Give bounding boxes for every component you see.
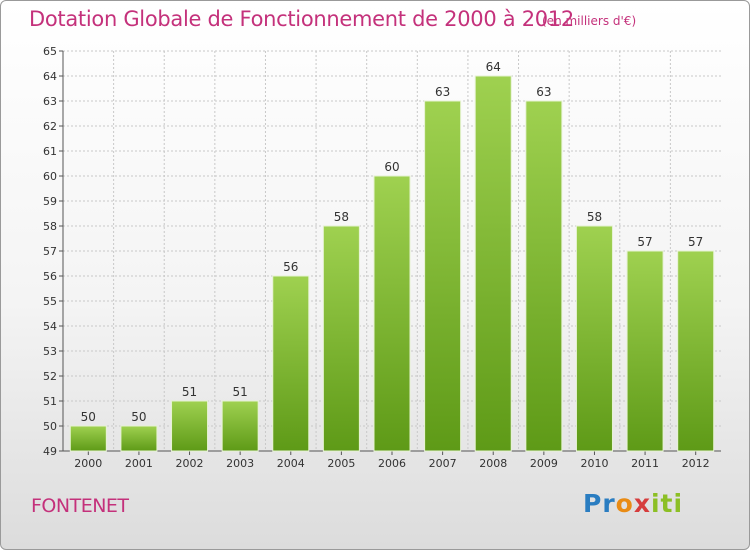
x-tick-label-2006: 2006: [378, 457, 406, 470]
y-tick-label: 57: [43, 245, 57, 258]
bar-2004: [272, 275, 310, 452]
x-tick-label-2012: 2012: [682, 457, 710, 470]
bar-2011: [626, 250, 664, 452]
y-tick-label: 53: [43, 345, 57, 358]
value-label-2010: 58: [587, 210, 602, 224]
bar-2009: [525, 100, 563, 452]
value-label-2009: 63: [536, 85, 551, 99]
bar-2010: [575, 225, 613, 452]
proxiti-logo[interactable]: Proxiti: [583, 489, 684, 518]
y-tick-label: 60: [43, 170, 57, 183]
unit-note: (en milliers d'€): [542, 14, 637, 28]
value-label-2011: 57: [637, 235, 652, 249]
y-tick-label: 54: [43, 320, 57, 333]
x-tick-label-2003: 2003: [226, 457, 254, 470]
y-tick-label: 56: [43, 270, 57, 283]
labels: 49 50 51 52 53 54 55 56 57 58 59 60 61 62 63 64 65 50 2000…: [43, 45, 710, 470]
bar-2001: [120, 425, 158, 452]
bar-2005: [322, 225, 360, 452]
chart-title: Dotation Globale de Fonctionnement de 20…: [29, 7, 574, 31]
value-label-2000: 50: [81, 410, 96, 424]
y-tick-label: 65: [43, 45, 57, 58]
bar-2008: [474, 75, 512, 452]
x-tick-label-2008: 2008: [479, 457, 507, 470]
commune-name: FONTENET: [31, 495, 129, 517]
value-label-2006: 60: [384, 160, 399, 174]
y-tick-label: 50: [43, 420, 57, 433]
x-tick-label-2007: 2007: [429, 457, 457, 470]
bar-2006: [373, 175, 411, 452]
x-tick-label-2011: 2011: [631, 457, 659, 470]
x-tick-label-2010: 2010: [580, 457, 608, 470]
bar-2012: [677, 250, 715, 452]
x-tick-label-2001: 2001: [125, 457, 153, 470]
bar-2002: [171, 400, 209, 452]
bars: [69, 75, 715, 452]
x-tick-label-2002: 2002: [176, 457, 204, 470]
value-label-2012: 57: [688, 235, 703, 249]
y-tick-label: 63: [43, 95, 57, 108]
x-tick-label-2005: 2005: [327, 457, 355, 470]
bar-2003: [221, 400, 259, 452]
value-label-2005: 58: [334, 210, 349, 224]
value-label-2001: 50: [131, 410, 146, 424]
value-label-2002: 51: [182, 385, 197, 399]
y-tick-label: 49: [43, 445, 57, 458]
y-tick-label: 52: [43, 370, 57, 383]
y-tick-label: 62: [43, 120, 57, 133]
y-tick-label: 55: [43, 295, 57, 308]
bar-2007: [424, 100, 462, 452]
value-label-2008: 64: [486, 60, 501, 74]
y-tick-label: 58: [43, 220, 57, 233]
bar-2000: [69, 425, 107, 452]
x-tick-label-2000: 2000: [74, 457, 102, 470]
value-label-2003: 51: [233, 385, 248, 399]
y-tick-label: 61: [43, 145, 57, 158]
value-label-2007: 63: [435, 85, 450, 99]
x-tick-label-2009: 2009: [530, 457, 558, 470]
x-tick-label-2004: 2004: [277, 457, 305, 470]
y-tick-label: 51: [43, 395, 57, 408]
y-tick-label: 64: [43, 70, 57, 83]
value-label-2004: 56: [283, 260, 298, 274]
y-tick-label: 59: [43, 195, 57, 208]
